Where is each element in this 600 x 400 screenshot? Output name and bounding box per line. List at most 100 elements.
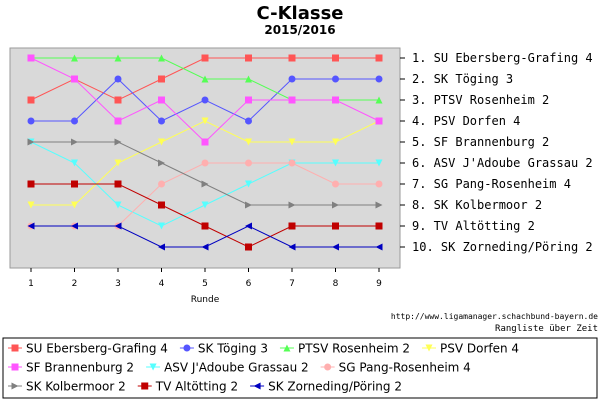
data-point	[27, 96, 35, 104]
data-point	[375, 243, 383, 251]
data-point	[114, 54, 122, 62]
legend-marker	[324, 363, 332, 371]
data-point	[288, 222, 296, 230]
legend: SU Ebersberg-Grafing 4 SK Töging 3 PTSV Ro…	[8, 342, 519, 394]
data-point	[158, 138, 165, 146]
legend-label: ASV J'Adoube Grassau 2	[164, 361, 309, 375]
data-point	[245, 138, 252, 146]
data-point	[201, 117, 209, 125]
data-point	[71, 222, 78, 230]
data-point	[27, 117, 35, 125]
legend-marker	[183, 344, 191, 352]
data-point	[114, 75, 122, 83]
legend-label: SG Pang-Rosenheim 4	[339, 361, 471, 375]
data-point	[245, 54, 252, 62]
data-point	[288, 201, 296, 209]
legend-item: SU Ebersberg-Grafing 4	[8, 342, 168, 356]
rank-label: 2. SK Töging 3	[412, 72, 513, 86]
legend-marker	[425, 344, 433, 352]
chart-title: C-Klasse	[257, 3, 344, 24]
series-sk-t-ging-3	[27, 75, 383, 125]
rank-label: 1. SU Ebersberg-Grafing 4	[412, 51, 593, 65]
series-layer	[27, 54, 383, 251]
data-point	[158, 180, 165, 188]
data-point	[375, 222, 383, 230]
x-tick-label: 9	[376, 279, 382, 289]
data-point	[375, 180, 383, 188]
series-sf-brannenburg-2	[27, 54, 383, 146]
rank-label: 8. SK Kolbermoor 2	[412, 198, 542, 212]
data-point	[71, 54, 78, 62]
data-point	[332, 54, 339, 62]
data-point	[332, 138, 339, 146]
legend-label: SU Ebersberg-Grafing 4	[26, 342, 168, 356]
data-point	[114, 222, 122, 230]
data-point	[245, 201, 252, 209]
rank-label: 5. SF Brannenburg 2	[412, 135, 549, 149]
data-point	[288, 96, 296, 104]
legend-marker	[253, 382, 261, 390]
legend-marker	[141, 382, 149, 390]
chart-subtitle: 2015/2016	[264, 23, 335, 37]
data-point	[71, 180, 78, 188]
data-point	[158, 201, 165, 209]
data-point	[332, 159, 339, 167]
series-sk-zorneding-p-ring-2	[27, 222, 383, 251]
data-point	[158, 75, 165, 83]
data-point	[332, 201, 339, 209]
data-point	[158, 243, 165, 251]
data-point	[245, 75, 252, 83]
data-point	[158, 117, 165, 125]
data-point	[375, 201, 383, 209]
series-tv-alt-tting-2	[27, 180, 383, 251]
legend-marker	[283, 344, 291, 352]
data-point	[288, 54, 296, 62]
legend-item: SK Töging 3	[179, 342, 268, 356]
credit-subtitle: Rangliste über Zeit	[495, 324, 598, 334]
data-point	[288, 138, 296, 146]
data-point	[27, 180, 35, 188]
data-point	[288, 159, 296, 167]
legend-label: PTSV Rosenheim 2	[298, 342, 410, 356]
data-point	[375, 75, 383, 83]
data-point	[114, 201, 122, 209]
legend-item: SF Brannenburg 2	[8, 361, 134, 375]
series-sk-kolbermoor-2	[27, 138, 383, 209]
data-point	[201, 96, 209, 104]
legend-item: PTSV Rosenheim 2	[279, 342, 410, 356]
legend-item: SK Zorneding/Pöring 2	[250, 380, 402, 394]
data-point	[245, 222, 252, 230]
legend-marker	[11, 344, 19, 352]
series-psv-dorfen-4	[27, 117, 383, 209]
legend-marker	[149, 363, 157, 371]
data-point	[375, 159, 383, 167]
data-point	[114, 180, 122, 188]
data-point	[201, 201, 209, 209]
data-point	[201, 180, 209, 188]
data-point	[158, 222, 165, 230]
data-point	[158, 159, 165, 167]
legend-marker	[11, 363, 19, 371]
data-point	[71, 159, 78, 167]
data-point	[245, 96, 252, 104]
data-point	[288, 243, 296, 251]
rank-label: 4. PSV Dorfen 4	[412, 114, 520, 128]
legend-item: PSV Dorfen 4	[422, 342, 519, 356]
data-point	[71, 201, 78, 209]
data-point	[114, 138, 122, 146]
x-tick-label: 7	[289, 279, 295, 289]
data-point	[201, 243, 209, 251]
x-tick-label: 2	[72, 279, 78, 289]
data-point	[114, 96, 122, 104]
data-point	[158, 54, 165, 62]
legend-marker	[11, 382, 19, 390]
legend-item: ASV J'Adoube Grassau 2	[146, 361, 309, 375]
data-point	[245, 243, 252, 251]
data-point	[27, 201, 35, 209]
rank-label: 7. SG Pang-Rosenheim 4	[412, 177, 571, 191]
legend-label: SK Töging 3	[198, 342, 268, 356]
x-tick-label: 6	[246, 279, 252, 289]
data-point	[245, 117, 252, 125]
rank-label: 3. PTSV Rosenheim 2	[412, 93, 549, 107]
